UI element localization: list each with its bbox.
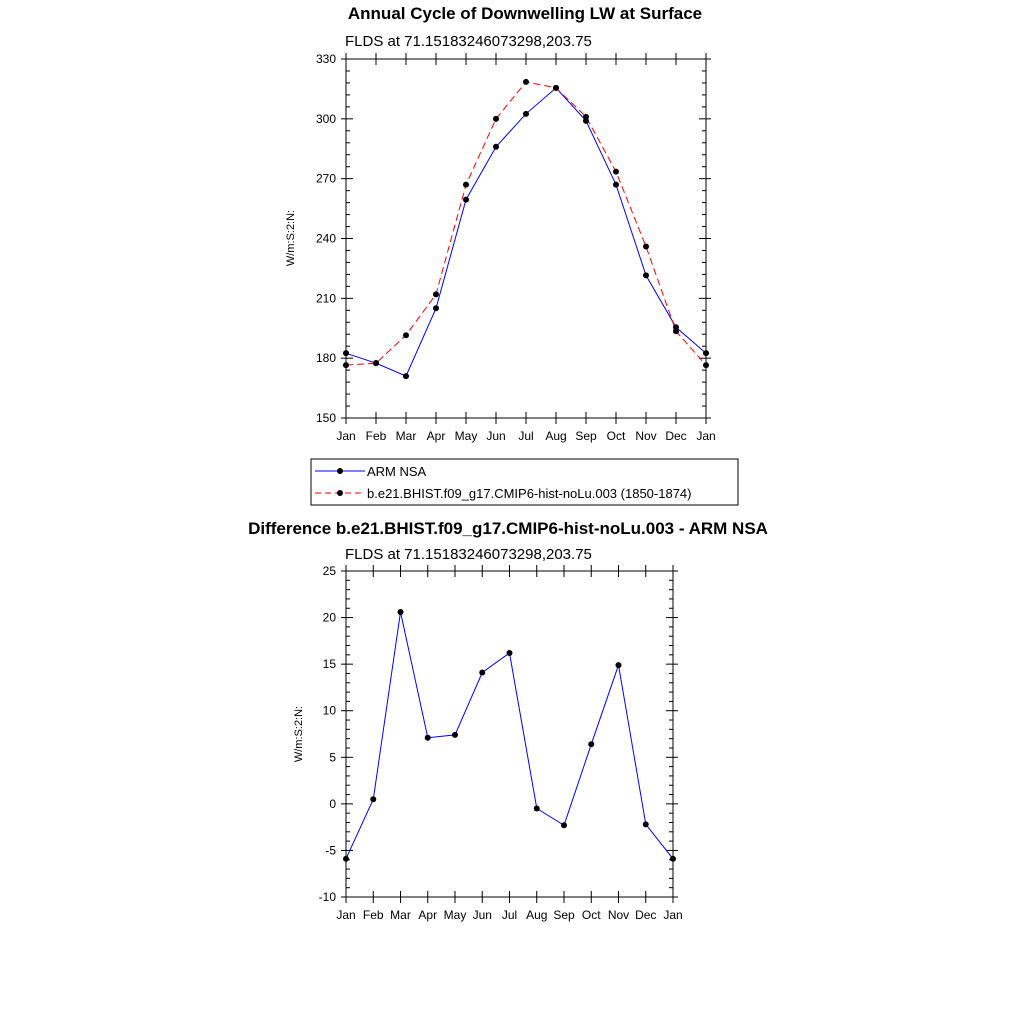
chart0-xtick-label: Mar <box>396 429 417 443</box>
chart1-series-0-point <box>561 822 567 829</box>
chart1-series-0-point <box>506 649 513 656</box>
chart0-xtick-label: Apr <box>427 429 446 443</box>
legend-label-arm: ARM NSA <box>367 464 427 479</box>
legend-box <box>310 458 739 506</box>
chart0-xtick-label: Jun <box>486 429 505 443</box>
chart0-series-1-point <box>613 168 619 175</box>
chart1-xtick-label: May <box>444 908 467 922</box>
chart0-series-0-line <box>345 87 707 377</box>
chart1-series-0-point <box>670 855 676 862</box>
chart0-series-0-point <box>643 272 649 279</box>
chart0-ytick-label: 330 <box>316 52 336 66</box>
chart0-xtick-label: Aug <box>545 429 566 443</box>
chart1-xtick-label: Aug <box>526 908 547 922</box>
chart1-series-0-point <box>424 734 431 741</box>
legend-marker-arm <box>337 468 343 474</box>
chart0-series-1-point <box>673 328 679 335</box>
chart0-series-0-point <box>493 143 499 150</box>
chart1-xtick-label: Oct <box>582 908 601 922</box>
chart0-series-1-point <box>583 113 589 120</box>
chart1-frame <box>345 570 674 898</box>
chart1-series-0-point <box>479 669 486 676</box>
chart0-series-1-point <box>433 291 439 298</box>
chart1-xtick-label: Feb <box>363 908 384 922</box>
chart0-xtick-label: Feb <box>366 429 387 443</box>
chart1-ytick-label: 10 <box>323 704 337 718</box>
chart1-ytick-label: -5 <box>325 843 336 857</box>
chart1-xtick-label: Apr <box>418 908 437 922</box>
chart1-series-0-point <box>397 608 404 615</box>
chart1-ylabel: W/m:S:2:N: <box>285 210 297 266</box>
legend-label-model: b.e21.BHIST.f09_g17.CMIP6-hist-noLu.003 … <box>367 486 691 501</box>
chart0-series-1-point <box>703 362 709 369</box>
chart1-xtick-label: Jan <box>336 908 355 922</box>
chart1-plot: 150 180 210 240 270 300 330 Jan Feb Mar Apr May Jun J… <box>316 52 716 443</box>
chart1-series-0-point <box>452 731 458 738</box>
legend: ARM NSA b.e21.BHIST.f09_g17.CMIP6-hist-n… <box>310 458 739 506</box>
chart0-xtick-label: Jan <box>336 429 355 443</box>
chart1-series-0-point <box>370 796 377 803</box>
chart1-xtick-label: Sep <box>553 908 575 922</box>
chart0-series-0-point <box>343 350 349 357</box>
chart0-xtick-label: Jul <box>518 429 533 443</box>
chart1-series-0-point <box>615 662 622 669</box>
chart0-xtick-label: Nov <box>635 429 656 443</box>
chart1-series-0-point <box>588 741 595 748</box>
chart1-series-0-point <box>642 821 649 828</box>
chart0-ytick-label: 300 <box>316 112 336 126</box>
chart0-series-0-point <box>703 350 709 357</box>
chart0-ytick-label: 180 <box>316 351 336 365</box>
chart2-ylabel: W/m:S:2:N: <box>293 706 305 762</box>
chart0-xtick-label: Jan <box>696 429 715 443</box>
chart0-ytick-label: 150 <box>316 411 336 425</box>
chart0-ytick-label: 240 <box>316 232 336 246</box>
chart0-series-0-point <box>433 305 439 312</box>
chart1-ytick-label: 25 <box>323 564 337 578</box>
chart1-series-0-point <box>343 855 349 862</box>
chart0-series-1-point <box>343 362 349 369</box>
chart0-series-1-point <box>493 115 499 122</box>
chart0-series-1-point <box>463 181 469 188</box>
chart1-series-0-point <box>533 805 540 812</box>
legend-marker-model <box>337 490 343 496</box>
chart2-plot: -10 -5 0 5 10 15 20 25 Jan Feb Mar Apr May Jun Jul Aug S… <box>319 564 683 922</box>
chart1-title: Annual Cycle of Downwelling LW at Surfac… <box>348 4 702 23</box>
chart0-series-1-point <box>643 243 649 250</box>
chart0-xtick-label: Sep <box>575 429 597 443</box>
chart0-series-0-point <box>403 373 409 380</box>
chart0-series-1-point <box>553 84 559 91</box>
chart1-xtick-label: Dec <box>635 908 656 922</box>
chart1-ytick-label: 15 <box>323 657 337 671</box>
chart1-ytick-label: 20 <box>323 611 337 625</box>
chart0-series-1-point <box>373 360 379 367</box>
chart0-series-0-point <box>613 181 619 188</box>
chart1-ytick-label: -10 <box>319 890 337 904</box>
chart1-ytick-label: 5 <box>329 750 336 764</box>
chart0-ytick-label: 270 <box>316 172 336 186</box>
chart0-series-0-point <box>523 110 529 117</box>
chart1-subtitle: FLDS at 71.15183246073298,203.75 <box>345 33 592 50</box>
chart1-series-0-line <box>345 611 674 860</box>
chart0-series-1-line <box>345 81 707 366</box>
chart1-xtick-label: Nov <box>608 908 629 922</box>
chart1-xtick-label: Mar <box>390 908 411 922</box>
chart1-ytick-label: 0 <box>329 797 336 811</box>
chart0-xtick-label: Oct <box>607 429 626 443</box>
chart2-subtitle: FLDS at 71.15183246073298,203.75 <box>345 546 592 563</box>
chart1-xtick-label: Jun <box>473 908 492 922</box>
chart0-xtick-label: Dec <box>665 429 686 443</box>
chart1-xtick-label: Jul <box>502 908 517 922</box>
chart0-ytick-label: 210 <box>316 291 336 305</box>
chart0-series-1-point <box>403 332 409 339</box>
chart0-series-0-point <box>463 196 469 203</box>
chart2-title: Difference b.e21.BHIST.f09_g17.CMIP6-his… <box>248 519 768 538</box>
chart0-series-1-point <box>523 78 529 85</box>
chart0-xtick-label: May <box>455 429 478 443</box>
chart1-xtick-label: Jan <box>663 908 682 922</box>
